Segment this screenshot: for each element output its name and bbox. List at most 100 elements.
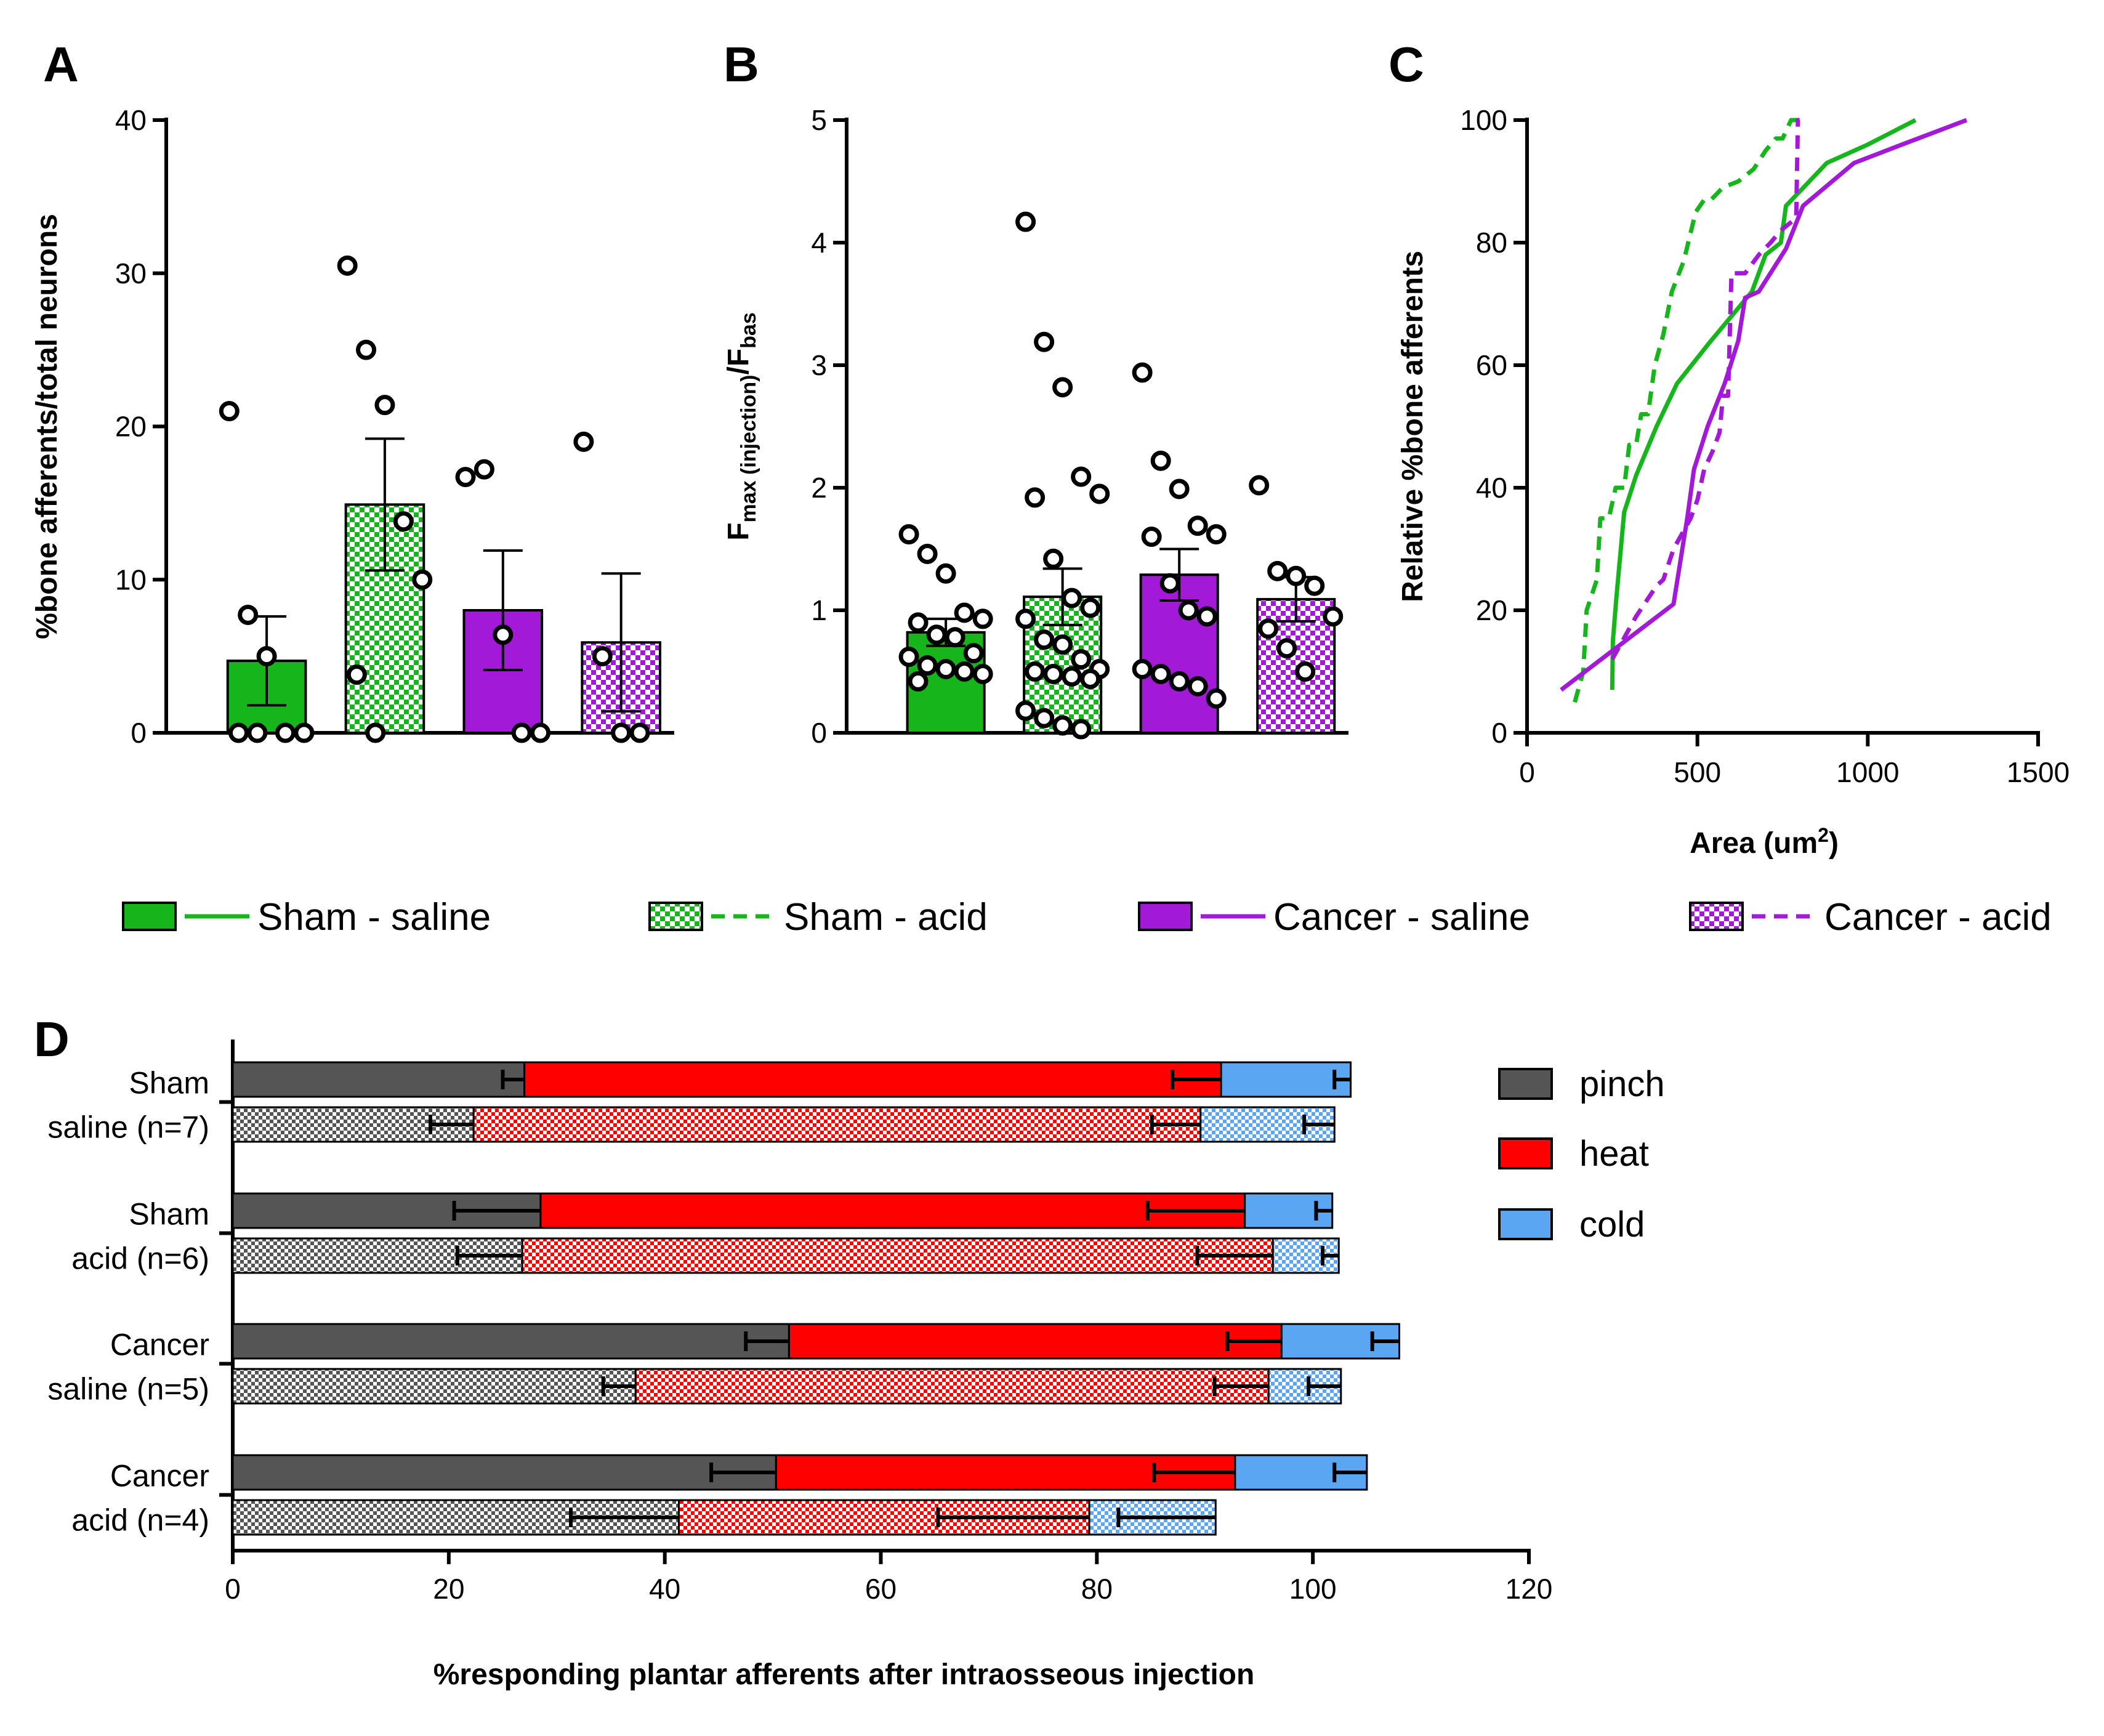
x-axis-title-part: Area (um: [1690, 827, 1818, 860]
x-tick-label: 120: [1505, 1573, 1553, 1605]
data-point: [945, 627, 965, 648]
data-point: [898, 647, 919, 668]
stack-legend-label: cold: [1579, 1205, 1645, 1245]
y-axis-title-part: bas: [737, 312, 760, 349]
y-tick-label: 0: [1491, 717, 1507, 749]
x-tick-label: 0: [225, 1573, 241, 1605]
panel-label-a: A: [43, 37, 79, 92]
y-tick-label: 0: [811, 717, 827, 749]
panel-a-bar-chart: 0 10 20 30 40 %bone afferents/total neurons: [31, 104, 674, 749]
data-point: [1043, 663, 1064, 684]
data-point: [1141, 527, 1162, 547]
data-point: [493, 624, 514, 645]
y-axis-title-part: /F: [722, 349, 755, 375]
legend-label: Cancer - acid: [1824, 896, 2052, 939]
group-label-line2: acid (n=4): [71, 1503, 209, 1538]
data-point: [1052, 715, 1073, 736]
data-point: [573, 431, 594, 452]
group-label-line2: saline (n=7): [47, 1110, 209, 1145]
y-axis-title-part: max (injection): [737, 374, 760, 522]
data-point: [963, 643, 984, 664]
heat-segment: [523, 1061, 1222, 1098]
data-point: [1267, 560, 1288, 581]
data-point: [412, 569, 433, 590]
group-label-line2: saline (n=5): [47, 1372, 209, 1407]
data-point: [1080, 668, 1101, 689]
data-point: [1187, 676, 1208, 696]
data-point: [1034, 331, 1055, 352]
y-tick-label: 80: [1476, 227, 1507, 259]
data-point: [474, 459, 494, 480]
data-point: [1071, 719, 1092, 740]
data-point: [530, 722, 551, 743]
data-point: [898, 524, 919, 545]
x-tick-label: 60: [865, 1573, 897, 1605]
data-point: [1071, 466, 1092, 487]
data-point: [238, 604, 259, 625]
y-tick-label: 5: [811, 104, 827, 136]
data-point: [1132, 362, 1153, 383]
data-point: [1025, 487, 1046, 508]
panel-label-c: C: [1389, 37, 1424, 92]
data-point: [935, 563, 956, 584]
group-label-line1: Cancer: [110, 1328, 209, 1362]
data-point: [356, 339, 377, 360]
data-point: [1015, 211, 1036, 232]
group-label-line1: Sham: [129, 1197, 209, 1232]
data-point: [1034, 629, 1055, 650]
data-point: [1258, 618, 1279, 639]
series-line: [1610, 118, 1800, 661]
group-label-line1: Sham: [129, 1066, 209, 1100]
data-point: [1206, 688, 1227, 709]
y-tick-label: 40: [1476, 472, 1507, 504]
y-tick-label: 10: [115, 563, 147, 595]
data-point: [908, 612, 929, 633]
data-point: [917, 655, 938, 676]
x-tick-label: 500: [1674, 756, 1721, 788]
heat-segment: [677, 1499, 1090, 1536]
series-line: [1573, 118, 1800, 703]
y-tick-label: 40: [115, 104, 147, 136]
data-point: [1015, 608, 1036, 629]
data-point: [337, 255, 358, 276]
panel-label-d: D: [34, 1012, 70, 1067]
data-point: [256, 646, 277, 667]
stack-legend-label: pinch: [1579, 1064, 1665, 1104]
x-axis-title-part: ): [1829, 827, 1839, 860]
data-point: [1043, 548, 1064, 569]
data-point: [455, 467, 476, 488]
data-point: [592, 646, 613, 667]
data-point: [374, 395, 395, 416]
stack-legend-swatch: [1498, 1068, 1553, 1100]
data-point: [228, 722, 249, 743]
cold-segment: [1220, 1061, 1352, 1098]
data-point: [1052, 377, 1073, 398]
y-tick-label: 20: [1476, 594, 1507, 626]
heat-segment: [539, 1192, 1246, 1229]
x-axis-title-part: 2: [1818, 824, 1829, 846]
panel-b-bar-chart: 0 1 2 3 4 5 Fmax (injection)/Fbas: [722, 104, 1348, 749]
y-tick-label: 0: [131, 717, 147, 749]
data-point: [1062, 666, 1082, 687]
x-tick-label: 1500: [2007, 756, 2070, 788]
x-axis-title: %responding plantar afferents after intr…: [433, 1658, 1255, 1691]
legend-swatch: [1138, 902, 1193, 931]
x-tick-label: 100: [1289, 1573, 1337, 1605]
panel-d-stacked-bar-chart: 0 20 40 60 80 100 120 Sham saline (n=7) Sham acid …: [47, 1040, 1665, 1691]
data-point: [1015, 700, 1036, 721]
y-tick-label: 100: [1460, 104, 1507, 136]
data-point: [1034, 708, 1055, 729]
data-point: [954, 602, 975, 623]
legend-label: Sham - saline: [257, 896, 491, 939]
pinch-segment: [232, 1061, 526, 1098]
data-point: [917, 543, 938, 564]
data-point: [219, 401, 240, 422]
series-line: [1560, 118, 1968, 692]
y-tick-label: 1: [811, 594, 827, 626]
y-axis-title: Relative %bone afferents: [1397, 251, 1429, 602]
data-point: [1150, 663, 1171, 684]
x-tick-label: 80: [1081, 1573, 1113, 1605]
y-tick-label: 3: [811, 349, 827, 381]
y-tick-label: 60: [1476, 349, 1507, 381]
